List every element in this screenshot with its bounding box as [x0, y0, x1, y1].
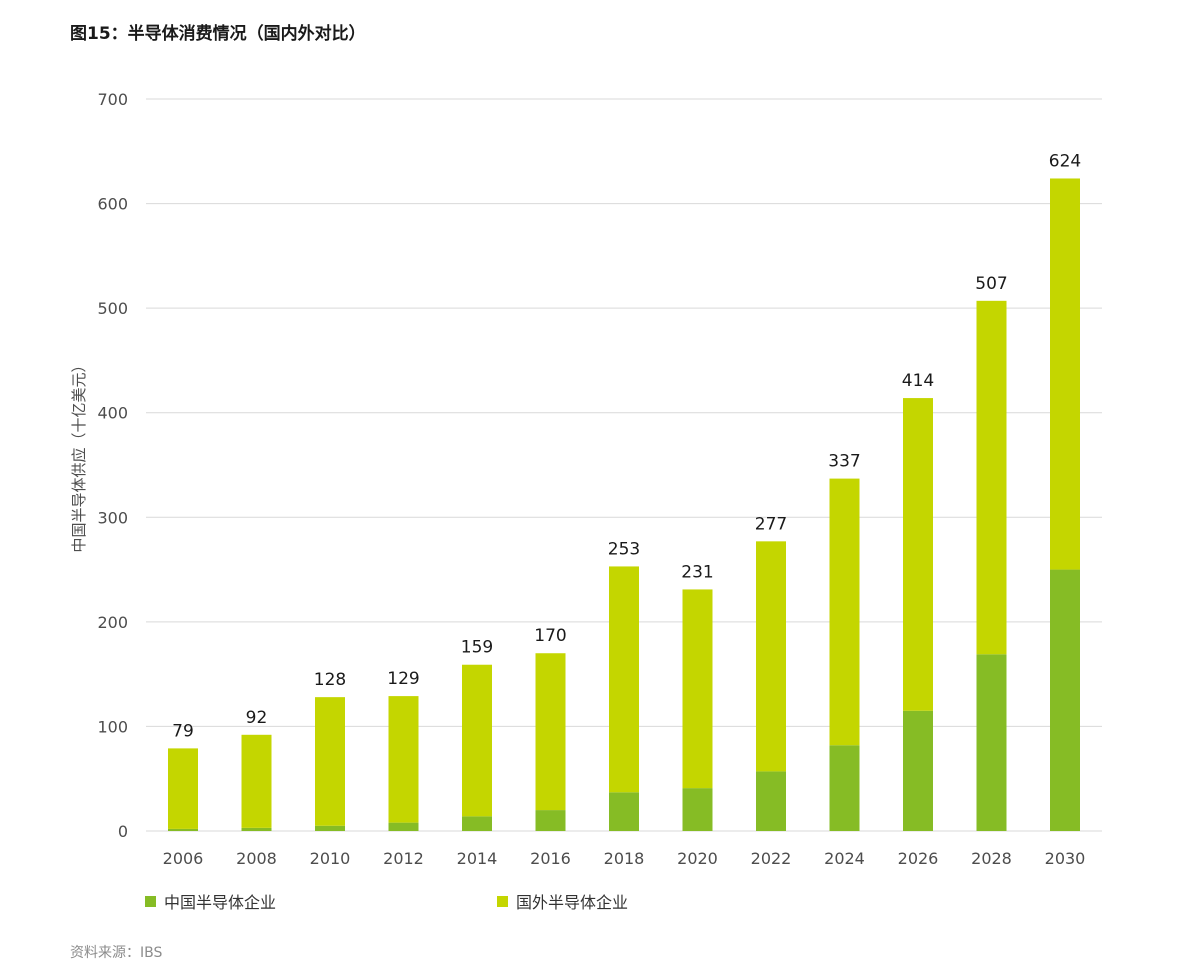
- y-tick-label: 100: [97, 717, 128, 736]
- bar-foreign-2018: [609, 566, 639, 793]
- x-tick-label-2014: 2014: [457, 849, 498, 868]
- legend: 中国半导体企业 国外半导体企业: [0, 889, 1191, 913]
- bar-foreign-2022: [756, 541, 786, 772]
- bar-foreign-2008: [241, 734, 272, 828]
- bar-foreign-2024: [829, 478, 860, 746]
- total-label-2010: 128: [314, 670, 346, 690]
- bar-foreign-2028: [976, 300, 1007, 655]
- bar-domestic-2030: [1050, 569, 1080, 831]
- legend-item-domestic: 中国半导体企业: [145, 889, 276, 913]
- y-tick-label: 200: [97, 613, 128, 632]
- bar-domestic-2008: [241, 827, 272, 831]
- source-note: 资料来源：IBS: [70, 942, 162, 962]
- legend-label-foreign: 国外半导体企业: [516, 893, 629, 912]
- bar-domestic-2024: [829, 745, 860, 831]
- bar-foreign-2026: [903, 398, 933, 711]
- bar-foreign-2006: [168, 748, 198, 829]
- x-tick-label-2010: 2010: [310, 849, 351, 868]
- bar-domestic-2018: [609, 792, 639, 831]
- bar-domestic-2012: [388, 822, 419, 831]
- x-tick-label-2028: 2028: [971, 849, 1012, 868]
- bar-foreign-2014: [462, 664, 492, 817]
- bars: [168, 178, 1080, 831]
- bar-domestic-2020: [682, 788, 713, 831]
- source-label: 资料来源：: [70, 945, 140, 961]
- total-label-2014: 159: [461, 638, 493, 658]
- bar-foreign-2012: [388, 696, 419, 823]
- y-tick-label: 300: [97, 508, 128, 527]
- y-tick-label: 500: [97, 299, 128, 318]
- legend-swatch-foreign: [497, 895, 508, 907]
- total-label-2006: 79: [172, 721, 194, 741]
- total-label-2026: 414: [902, 371, 934, 391]
- y-tick-label: 600: [97, 195, 128, 214]
- bar-foreign-2020: [682, 589, 713, 789]
- legend-label-domestic: 中国半导体企业: [164, 893, 277, 912]
- legend-swatch-domestic: [145, 895, 156, 907]
- x-tick-label-2024: 2024: [824, 849, 865, 868]
- bar-foreign-2016: [535, 653, 566, 811]
- bar-domestic-2022: [756, 771, 786, 831]
- bar-domestic-2006: [168, 828, 198, 831]
- x-tick-label-2018: 2018: [604, 849, 645, 868]
- y-axis-ticks: 0 100 200 300 400 500 600 700: [97, 90, 128, 841]
- bar-foreign-2030: [1050, 178, 1080, 570]
- total-label-2024: 337: [828, 452, 860, 472]
- bar-domestic-2014: [462, 816, 492, 831]
- total-label-2030: 624: [1049, 151, 1081, 171]
- total-label-2012: 129: [387, 669, 419, 689]
- total-label-2028: 507: [975, 274, 1007, 294]
- stacked-bar-chart: 0 100 200 300 400 500 600 700 79 92 128 129 159 170 2…: [70, 90, 1102, 868]
- y-axis-label: 中国半导体供应（十亿美元）: [70, 357, 88, 552]
- legend-item-foreign: 国外半导体企业: [497, 889, 628, 913]
- y-tick-label: 400: [97, 404, 128, 423]
- bar-domestic-2010: [315, 825, 345, 831]
- x-tick-label-2016: 2016: [530, 849, 571, 868]
- x-tick-label-2020: 2020: [677, 849, 718, 868]
- y-tick-label: 700: [97, 90, 128, 109]
- total-label-2020: 231: [681, 562, 713, 582]
- total-label-2016: 170: [534, 626, 566, 646]
- y-tick-label: 0: [118, 822, 128, 841]
- x-axis-ticks: 2006 2008 2010 2012 2014 2016 2018 2020 2022 2024…: [163, 849, 1086, 868]
- total-label-2008: 92: [246, 708, 268, 728]
- source-value: IBS: [140, 945, 163, 961]
- bar-foreign-2010: [315, 697, 345, 826]
- x-tick-label-2022: 2022: [751, 849, 792, 868]
- x-tick-label-2026: 2026: [898, 849, 939, 868]
- total-label-2018: 253: [608, 539, 640, 559]
- chart-title: 图15：半导体消费情况（国内外对比）: [70, 24, 366, 44]
- x-tick-label-2012: 2012: [383, 849, 424, 868]
- bar-domestic-2016: [535, 810, 566, 831]
- x-tick-label-2030: 2030: [1045, 849, 1086, 868]
- bar-domestic-2026: [903, 710, 933, 831]
- bar-domestic-2028: [976, 654, 1007, 831]
- x-tick-label-2006: 2006: [163, 849, 204, 868]
- total-labels: 79 92 128 129 159 170 253 231 277 337 414 507 624: [172, 151, 1081, 741]
- total-label-2022: 277: [755, 514, 787, 534]
- x-tick-label-2008: 2008: [236, 849, 277, 868]
